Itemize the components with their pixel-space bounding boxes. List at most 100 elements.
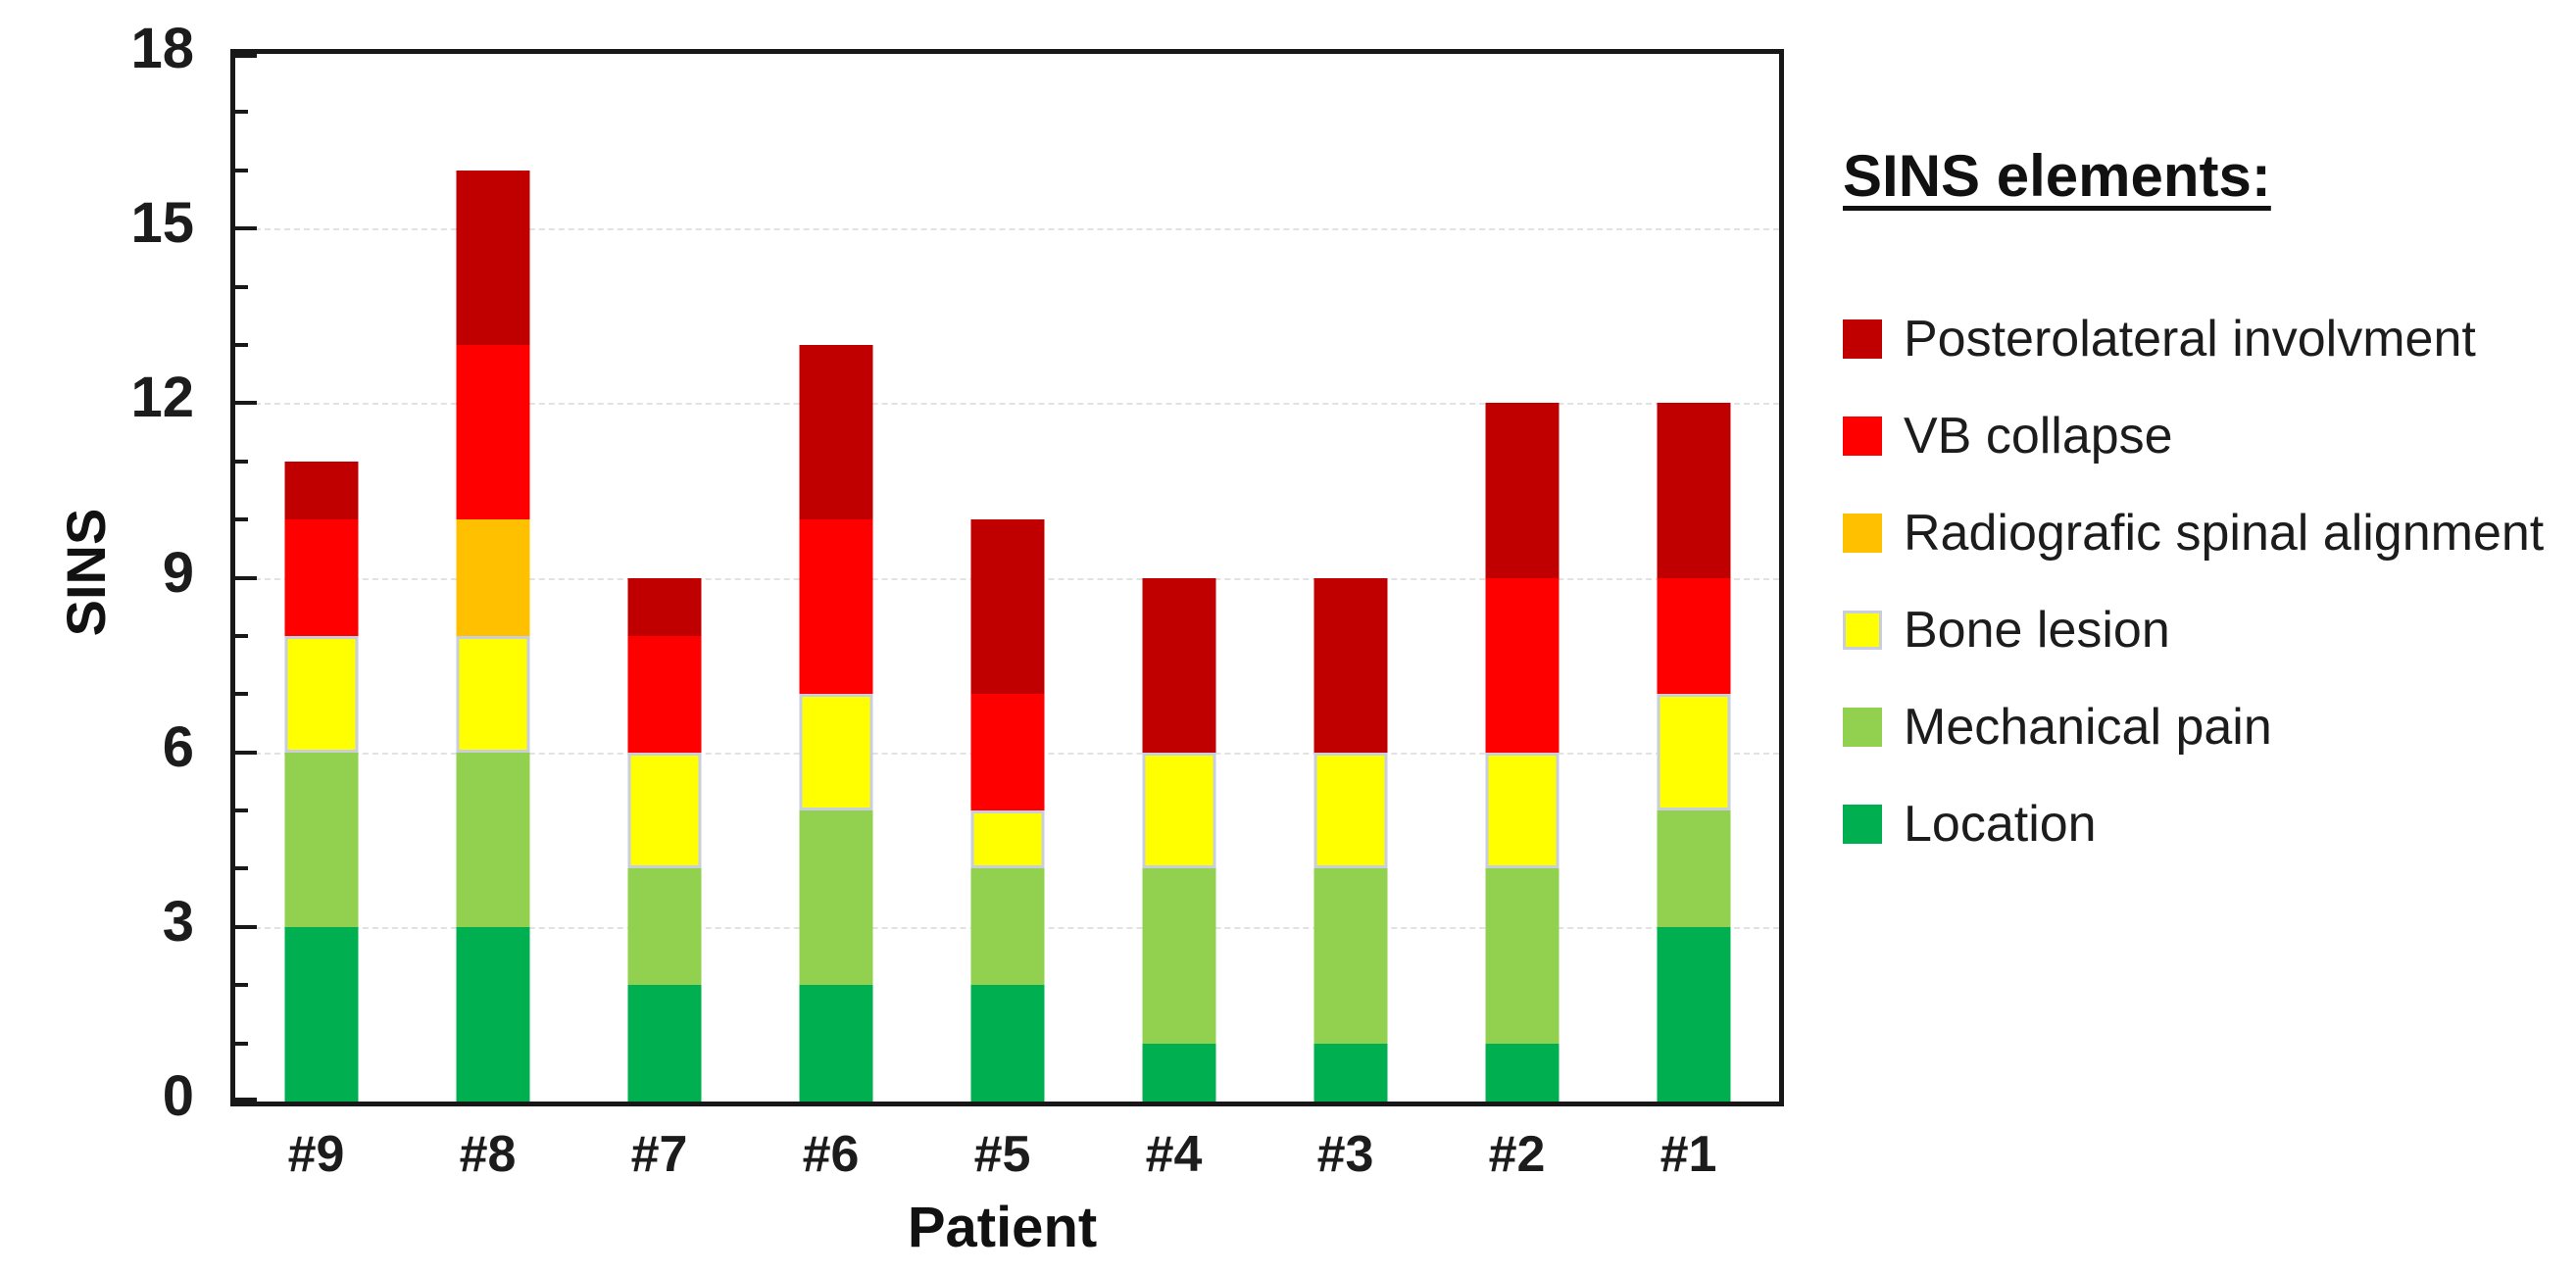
legend-label-bone-lesion: Bone lesion [1904,602,2170,659]
segment-posterolateral-involvment-2 [1485,403,1559,578]
segment-location-4 [1142,1043,1215,1102]
y-major-tick-9 [235,575,257,580]
segment-bone-lesion-2 [1485,752,1559,869]
segment-bone-lesion-1 [1657,694,1730,811]
segment-vb-collapse-6 [799,519,872,695]
legend-swatch-radiografic-spinal-alignment [1843,514,1882,553]
segment-location-9 [284,926,358,1102]
segment-bone-lesion-5 [970,810,1044,869]
x-axis-title: Patient [907,1196,1098,1259]
x-tick-label-1: #1 [1660,1126,1717,1183]
legend-item-vb-collapse: VB collapse [1843,409,2173,464]
segment-vb-collapse-9 [284,519,358,636]
segment-mechanical-pain-9 [284,752,358,927]
segment-vb-collapse-7 [627,635,701,753]
segment-bone-lesion-6 [799,694,872,811]
bar-column-2 [1436,54,1608,1102]
legend: SINS elements: Posterolateral involvment… [1843,143,2568,850]
segment-mechanical-pain-7 [627,868,701,986]
segment-location-7 [627,985,701,1102]
segment-posterolateral-involvment-1 [1657,403,1730,578]
y-minor-tick-1 [235,1041,248,1046]
y-minor-tick-13 [235,342,248,347]
bar-column-5 [921,54,1093,1102]
y-minor-tick-10 [235,517,248,522]
segment-location-8 [456,926,529,1102]
y-tick-label-3: 3 [162,889,194,954]
legend-item-radiografic-spinal-alignment: Radiografic spinal alignment [1843,506,2544,561]
segment-location-1 [1657,926,1730,1102]
legend-item-location: Location [1843,797,2097,852]
y-major-tick-18 [235,54,257,58]
segment-posterolateral-involvment-8 [456,170,529,345]
legend-swatch-bone-lesion [1843,611,1882,650]
segment-posterolateral-involvment-6 [799,344,872,520]
y-major-tick-6 [235,750,257,755]
segment-bone-lesion-8 [456,635,529,753]
bar-column-7 [578,54,750,1102]
x-tick-label-8: #8 [459,1126,517,1183]
legend-item-bone-lesion: Bone lesion [1843,603,2170,658]
legend-swatch-location [1843,805,1882,844]
y-minor-tick-7 [235,692,248,697]
legend-swatch-mechanical-pain [1843,708,1882,747]
x-tick-label-2: #2 [1488,1126,1546,1183]
y-tick-label-6: 6 [162,714,194,779]
legend-label-vb-collapse: VB collapse [1904,408,2173,465]
bar-column-1 [1608,54,1779,1102]
legend-swatch-vb-collapse [1843,416,1882,456]
bar-column-6 [750,54,921,1102]
bar-column-9 [235,54,407,1102]
legend-item-mechanical-pain: Mechanical pain [1843,700,2272,755]
y-major-tick-3 [235,924,257,929]
segment-mechanical-pain-6 [799,810,872,986]
x-tick-label-6: #6 [802,1126,860,1183]
y-major-tick-12 [235,401,257,406]
legend-label-mechanical-pain: Mechanical pain [1904,699,2272,756]
legend-item-posterolateral-involvment: Posterolateral involvment [1843,312,2476,367]
legend-swatch-posterolateral-involvment [1843,319,1882,359]
segment-location-2 [1485,1043,1559,1102]
segment-mechanical-pain-8 [456,752,529,927]
legend-title: SINS elements: [1843,143,2271,209]
bar-column-8 [407,54,578,1102]
y-minor-tick-16 [235,168,248,172]
y-tick-label-0: 0 [162,1064,194,1128]
y-minor-tick-5 [235,808,248,813]
segment-posterolateral-involvment-3 [1313,577,1387,753]
segment-posterolateral-involvment-7 [627,577,701,636]
x-tick-label-9: #9 [287,1126,345,1183]
y-tick-label-9: 9 [162,540,194,605]
segment-mechanical-pain-5 [970,868,1044,986]
segment-radiografic-spinal-alignment-8 [456,519,529,636]
y-major-tick-0 [235,1098,257,1102]
segment-mechanical-pain-4 [1142,868,1215,1044]
segment-location-5 [970,985,1044,1102]
segment-posterolateral-involvment-9 [284,461,358,520]
segment-posterolateral-involvment-4 [1142,577,1215,753]
segment-vb-collapse-2 [1485,577,1559,753]
segment-location-3 [1313,1043,1387,1102]
plot-area [230,49,1784,1106]
x-tick-label-3: #3 [1316,1126,1374,1183]
legend-label-radiografic-spinal-alignment: Radiografic spinal alignment [1904,505,2545,562]
bar-column-3 [1264,54,1436,1102]
segment-bone-lesion-9 [284,635,358,753]
segment-vb-collapse-5 [970,694,1044,811]
segment-location-6 [799,985,872,1102]
segment-mechanical-pain-2 [1485,868,1559,1044]
segment-posterolateral-involvment-5 [970,519,1044,695]
bar-column-4 [1093,54,1264,1102]
segment-vb-collapse-1 [1657,577,1730,695]
segment-mechanical-pain-3 [1313,868,1387,1044]
y-minor-tick-4 [235,866,248,871]
segment-mechanical-pain-1 [1657,810,1730,927]
x-tick-label-4: #4 [1145,1126,1203,1183]
segment-bone-lesion-4 [1142,752,1215,869]
y-major-tick-15 [235,226,257,231]
legend-label-posterolateral-involvment: Posterolateral involvment [1904,311,2476,368]
y-minor-tick-8 [235,633,248,638]
y-tick-label-15: 15 [130,191,194,256]
gridline-15 [235,228,1779,231]
